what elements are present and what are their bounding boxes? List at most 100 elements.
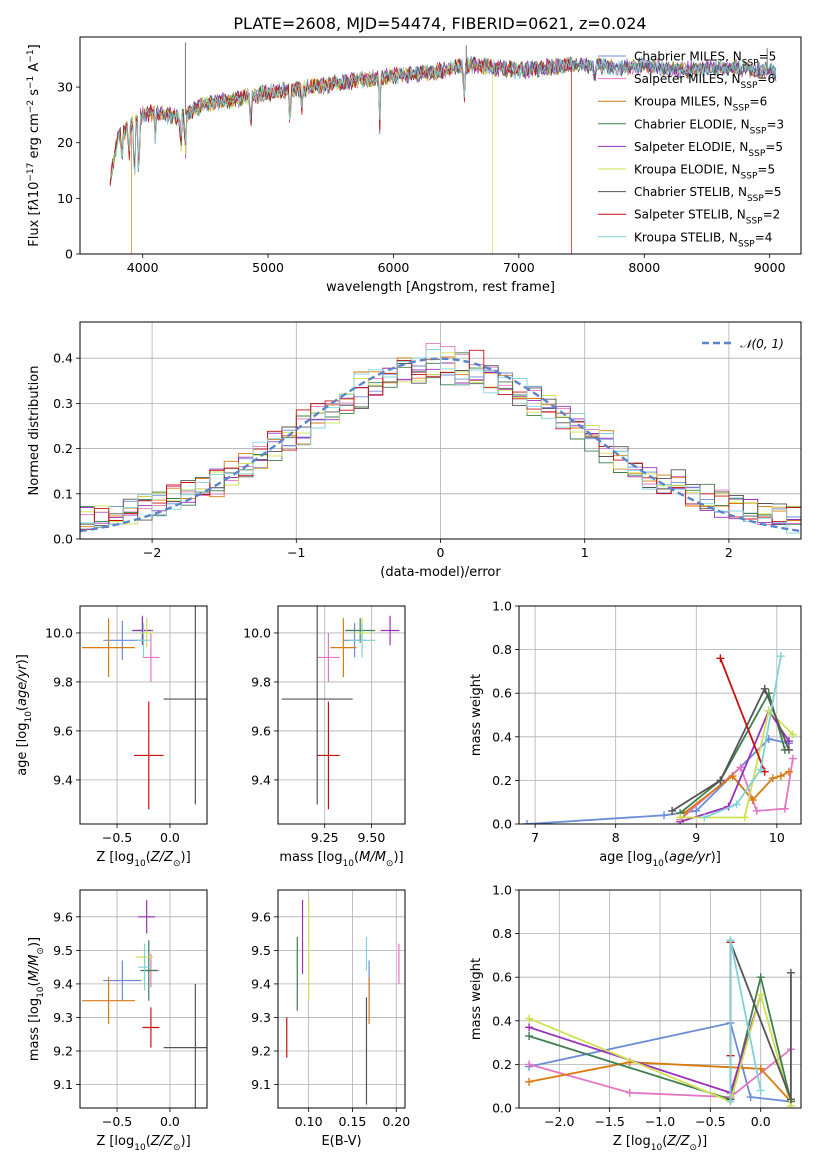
x-tick-label: −1.0	[645, 1114, 675, 1129]
y-tick-label: 0.2	[492, 1057, 512, 1072]
y-tick-label: 10	[57, 191, 73, 206]
x-tick-label: 0.15	[339, 1114, 367, 1129]
weight-marker	[756, 1064, 765, 1073]
weight-marker	[692, 806, 701, 815]
axes-frame	[79, 36, 802, 255]
weight-marker	[780, 804, 789, 813]
x-tick-label: 0.0	[160, 830, 180, 845]
plot-area	[109, 42, 777, 254]
x-tick-label: −1	[287, 545, 305, 560]
axes-frame	[277, 605, 406, 825]
histogram-step	[80, 348, 801, 534]
weight-line	[528, 991, 792, 1107]
panel-massweight_vs_age: 7 8 9 10 0.0 0.2 0.4 0.6 0.8 1.0 age [log10(age/yr…	[469, 599, 802, 869]
weight-marker	[726, 1097, 735, 1106]
y-tick-label: 0.4	[53, 351, 73, 366]
weight-marker	[525, 1060, 534, 1069]
x-tick-label: 0.10	[295, 1114, 323, 1129]
weight-marker	[728, 772, 737, 781]
y-tick-label: 9.4	[53, 976, 73, 991]
weight-marker	[752, 806, 761, 815]
histogram-step	[80, 349, 801, 530]
weight-line	[527, 738, 790, 824]
axes-frame	[79, 889, 208, 1109]
y-tick-label: 0	[65, 247, 73, 262]
weight-marker	[736, 763, 745, 772]
grid-lines	[80, 606, 207, 824]
weight-marker	[523, 820, 532, 824]
weight-line	[683, 770, 790, 814]
weight-marker	[760, 767, 769, 776]
x-tick-label: 6000	[378, 260, 410, 275]
y-axis-label: age [log10(age/yr)]	[15, 654, 34, 776]
x-tick-label: 7000	[503, 260, 535, 275]
y-tick-label: 0.4	[492, 729, 512, 744]
weight-marker	[700, 813, 709, 822]
y-tick-label: 9.1	[53, 1077, 73, 1092]
x-tick-label: 8000	[628, 260, 660, 275]
plot-area	[525, 936, 795, 1108]
gaussian-curve	[80, 357, 801, 533]
weight-marker	[786, 1095, 795, 1104]
panel-age_vs_mass: 9.25 9.50 9.4 9.6 9.8 10.0 mass [log10(M/M⊙)]	[243, 605, 406, 869]
x-tick-label: −0.5	[102, 1114, 132, 1129]
weight-marker	[525, 1032, 534, 1041]
y-tick-label: 10.0	[45, 625, 73, 640]
weight-line	[528, 994, 762, 1094]
x-tick-label: −2.0	[544, 1114, 574, 1129]
legend-label: Chabrier STELIB, NSSP=5	[634, 185, 782, 204]
y-tick-label: 9.2	[251, 1043, 271, 1058]
plot-area	[523, 652, 797, 824]
y-tick-label: 9.6	[53, 909, 73, 924]
x-tick-label: 0	[437, 545, 445, 560]
y-tick-label: 0.0	[492, 1101, 512, 1116]
spectrum-line	[109, 56, 777, 254]
x-tick-label: 9000	[754, 260, 786, 275]
x-axis-label: Z [log10(Z/Z⊙)]	[96, 850, 190, 869]
y-tick-label: 9.5	[251, 943, 271, 958]
weight-marker	[756, 765, 765, 774]
x-tick-label: 9	[692, 830, 700, 845]
weight-marker	[716, 654, 725, 663]
y-tick-label: 0.3	[53, 396, 73, 411]
weight-marker	[768, 774, 777, 783]
weight-line	[528, 1061, 792, 1103]
weight-marker	[784, 767, 793, 776]
weight-marker	[788, 730, 797, 739]
panel-mass_vs_ebv: 0.10 0.15 0.20 9.1 9.2 9.3 9.4 9.5 9.6 E(B-V)	[251, 889, 410, 1149]
legend-label: Salpeter MILES, NSSP=6	[634, 72, 775, 91]
weight-marker	[776, 652, 785, 661]
x-axis-label: Z [log10(Z/Z⊙)]	[96, 1134, 190, 1153]
x-tick-label: 5000	[252, 260, 284, 275]
weight-marker	[525, 1014, 534, 1023]
plot-area	[82, 900, 207, 1108]
y-tick-label: 9.3	[251, 1010, 271, 1025]
y-tick-label: 9.6	[251, 723, 271, 738]
weight-line	[719, 657, 766, 773]
x-tick-label: 4000	[127, 260, 159, 275]
legend-label: Chabrier MILES, NSSP=5	[634, 50, 776, 69]
x-tick-label: −1.5	[594, 1114, 624, 1129]
x-tick-label: 2	[725, 545, 733, 560]
legend-label: Salpeter STELIB, NSSP=2	[634, 208, 780, 227]
x-tick-label: 8	[612, 830, 620, 845]
weight-marker	[756, 1086, 765, 1095]
legend-label: Kroupa ELODIE, NSSP=5	[634, 163, 775, 182]
grid-lines	[278, 606, 405, 824]
plot-area	[286, 900, 400, 1105]
weight-marker	[726, 936, 735, 945]
y-tick-label: 30	[57, 80, 73, 95]
x-axis-label: E(B-V)	[321, 1134, 361, 1149]
weight-marker	[788, 754, 797, 763]
weight-marker	[716, 776, 725, 785]
x-tick-label: −2	[143, 545, 161, 560]
weight-marker	[525, 1077, 534, 1086]
weight-marker	[756, 973, 765, 982]
x-tick-label: 1	[581, 545, 589, 560]
y-tick-label: 0.4	[492, 1013, 512, 1028]
x-tick-label: −0.5	[695, 1114, 725, 1129]
y-tick-label: 9.6	[53, 723, 73, 738]
plot-area	[80, 342, 801, 534]
y-tick-label: 9.1	[251, 1077, 271, 1092]
